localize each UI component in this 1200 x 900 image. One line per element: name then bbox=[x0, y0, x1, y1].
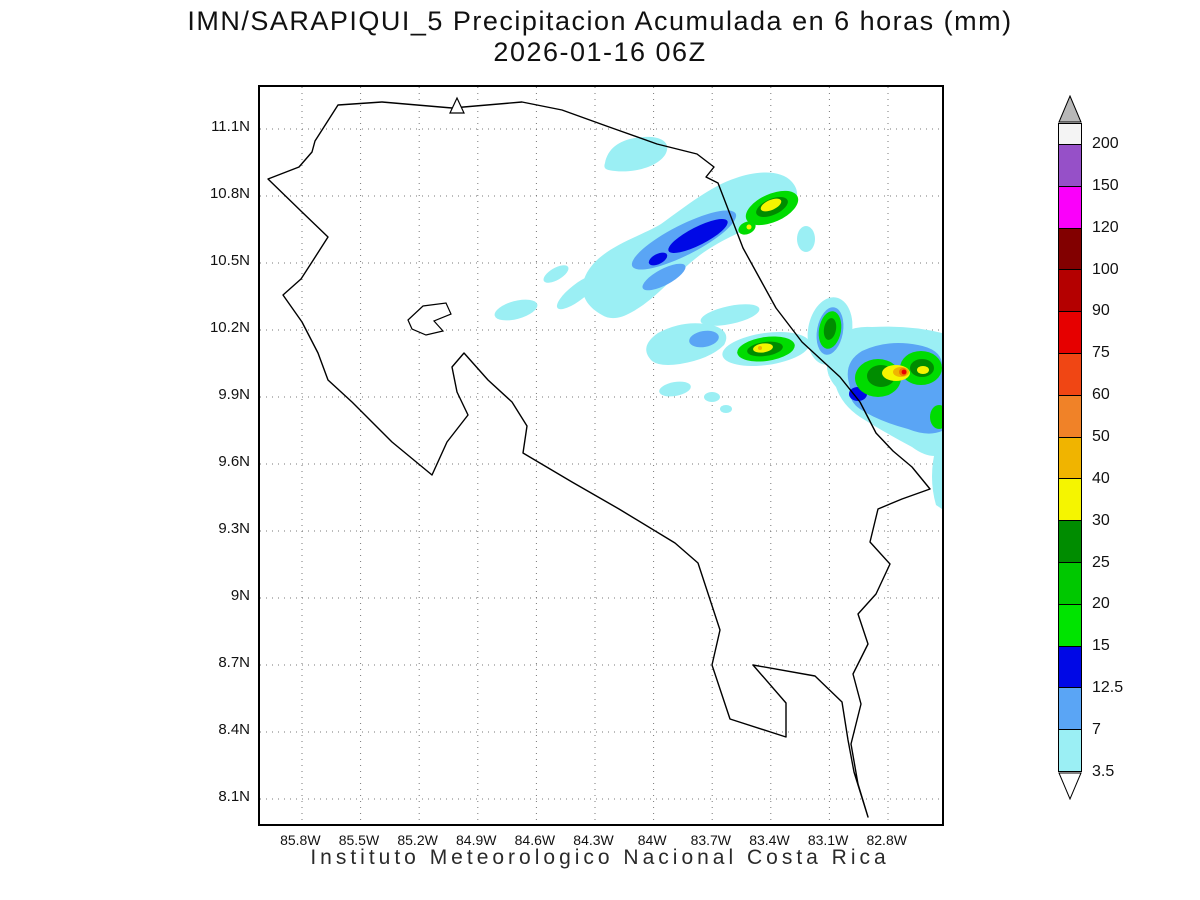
colorbar-scale bbox=[1058, 123, 1082, 772]
title-line1: IMN/SARAPIQUI_5 Precipitacion Acumulada … bbox=[187, 6, 1013, 36]
x-axis-label: 83.4W bbox=[749, 832, 790, 848]
colorbar-label: 20 bbox=[1092, 595, 1110, 613]
latlon-gridlines bbox=[260, 87, 942, 824]
colorbar-label: 7 bbox=[1092, 721, 1101, 739]
colorbar-label: 40 bbox=[1092, 469, 1110, 487]
map-canvas bbox=[260, 87, 942, 824]
colorbar-segment bbox=[1059, 437, 1081, 480]
colorbar-label: 30 bbox=[1092, 511, 1110, 529]
y-axis-label: 8.4N bbox=[218, 721, 250, 738]
colorbar-segment bbox=[1059, 312, 1081, 354]
x-axis-label: 85.2W bbox=[397, 832, 438, 848]
colorbar-segment bbox=[1059, 562, 1081, 605]
y-axis-label: 8.1N bbox=[218, 788, 250, 805]
colorbar-segment bbox=[1059, 145, 1081, 187]
x-axis-label: 83.1W bbox=[807, 832, 849, 848]
triangle-marker bbox=[449, 96, 465, 114]
colorbar-label: 100 bbox=[1092, 260, 1119, 278]
precipitation-shading bbox=[494, 136, 942, 509]
y-axis-label: 9N bbox=[230, 587, 250, 604]
colorbar-segment bbox=[1059, 395, 1081, 438]
colorbar-segment bbox=[1059, 688, 1081, 731]
colorbar-label: 12.5 bbox=[1092, 679, 1124, 697]
colorbar-label: 75 bbox=[1092, 344, 1110, 362]
colorbar-label: 90 bbox=[1092, 302, 1110, 320]
colorbar-segment bbox=[1059, 479, 1081, 522]
colorbar-segment bbox=[1059, 270, 1081, 313]
colorbar bbox=[1058, 95, 1082, 800]
y-axis-label: 11.1N bbox=[211, 118, 250, 135]
x-axis-label: 82.8W bbox=[866, 832, 907, 848]
x-axis-label: 83.7W bbox=[690, 832, 732, 848]
page-title: IMN/SARAPIQUI_5 Precipitacion Acumulada … bbox=[0, 6, 1200, 68]
y-axis-label: 10.8N bbox=[209, 185, 250, 202]
x-axis-label: 84.6W bbox=[514, 832, 556, 848]
y-axis-label: 9.6N bbox=[218, 453, 250, 470]
colorbar-down-arrow bbox=[1058, 772, 1082, 800]
coastline bbox=[267, 101, 931, 818]
colorbar-label: 200 bbox=[1092, 135, 1119, 152]
y-axis-label: 9.9N bbox=[218, 386, 250, 403]
colorbar-segment bbox=[1059, 353, 1081, 396]
x-axis-label: 85.5W bbox=[338, 832, 380, 848]
title-line2: 2026-01-16 06Z bbox=[493, 37, 707, 67]
colorbar-label: 120 bbox=[1092, 218, 1119, 236]
x-axis-label: 84W bbox=[637, 832, 667, 848]
colorbar-up-arrow bbox=[1058, 95, 1082, 123]
y-axis-labels: 11.1N 10.8N 10.5N 10.2N 9.9N 9.6N 9.3N 9N 8.7N 8.… bbox=[140, 119, 250, 805]
y-axis-label: 10.5N bbox=[209, 252, 250, 269]
x-axis-labels: 85.8W 85.5W 85.2W 84.9W 84.6W 84.3W 84W 83.7W 83… bbox=[271, 832, 916, 848]
map-plot-area bbox=[258, 85, 944, 826]
colorbar-label: 25 bbox=[1092, 553, 1110, 571]
colorbar-segment bbox=[1059, 521, 1081, 563]
lake-outline bbox=[407, 302, 452, 336]
colorbar-segment bbox=[1059, 228, 1081, 271]
colorbar-segment bbox=[1059, 186, 1081, 229]
colorbar-label: 60 bbox=[1092, 386, 1110, 404]
colorbar-labels: 200 150 120 100 90 75 60 50 40 30 25 20 15 12.5 7 3.5 bbox=[1092, 134, 1152, 782]
y-axis-label: 10.2N bbox=[209, 319, 250, 336]
colorbar-label: 150 bbox=[1092, 176, 1119, 194]
colorbar-segment bbox=[1059, 604, 1081, 647]
footer-text: Instituto Meteorologico Nacional Costa R… bbox=[310, 846, 890, 869]
colorbar-label: 15 bbox=[1092, 637, 1110, 655]
colorbar-label: 3.5 bbox=[1092, 762, 1115, 780]
colorbar-label: 50 bbox=[1092, 428, 1110, 446]
colorbar-segment bbox=[1059, 124, 1081, 145]
x-axis-label: 85.8W bbox=[280, 832, 321, 848]
y-axis-label: 8.7N bbox=[218, 654, 250, 671]
x-axis-label: 84.3W bbox=[573, 832, 614, 848]
y-axis-label: 9.3N bbox=[218, 520, 250, 537]
colorbar-segment bbox=[1059, 730, 1081, 771]
x-axis-label: 84.9W bbox=[456, 832, 497, 848]
colorbar-segment bbox=[1059, 646, 1081, 689]
